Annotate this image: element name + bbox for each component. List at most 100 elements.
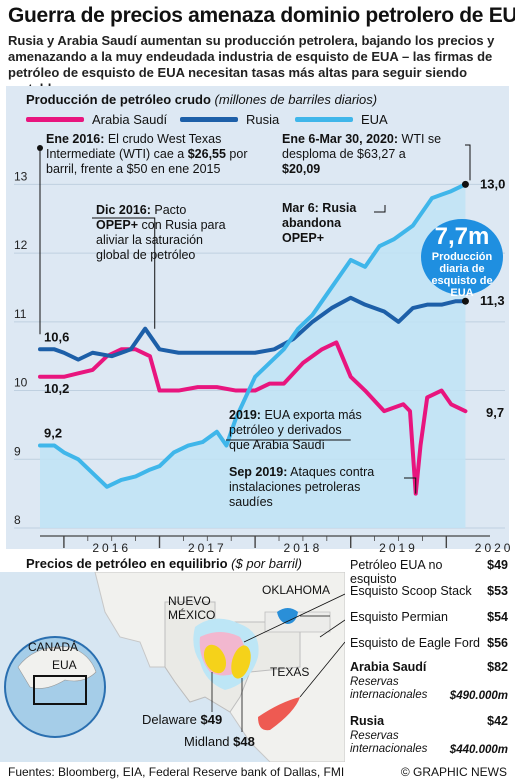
globe-locator-box: [33, 675, 87, 705]
x-tick-label-2017: 2017: [188, 541, 227, 555]
price-label-nonshale: Petróleo EUA no esquisto: [350, 558, 443, 586]
page-title: Guerra de precios amenaza dominio petrol…: [8, 4, 515, 27]
y-tick-label-9: 9: [14, 444, 21, 458]
legend-swatch-rusia: [180, 117, 238, 122]
leader-nonshale: [319, 619, 345, 638]
y-tick-label-12: 12: [14, 238, 28, 252]
annotation-dec-2016-date: Dic 2016:: [96, 203, 151, 217]
legend-swatch-eua: [295, 117, 353, 122]
map-label-tx: TEXAS: [270, 665, 310, 679]
shale-production-value: 7,7m: [434, 223, 490, 250]
map-label-canada: CANADÁ: [28, 640, 79, 654]
annotation-dec-2016: Dic 2016: Pacto OPEP+ con Rusia para ali…: [96, 203, 226, 263]
annotation-leader-2: [465, 144, 471, 181]
price-row-arabia: Arabia Saudí $82: [350, 660, 508, 674]
footer-sources: Fuentes: Bloomberg, EIA, Federal Reserve…: [8, 765, 345, 779]
price-row-eagle-ford: Esquisto de Eagle Ford $56: [350, 636, 508, 650]
shale-production-callout: 7,7m Producción diaria de esquisto de EU…: [421, 219, 503, 299]
annotation-sep-2019-text: Ataques contra instalaciones petroleras …: [229, 465, 375, 509]
annotation-2020-wti-price: $20,09: [282, 162, 321, 176]
annotation-2019-exports-date: 2019:: [229, 408, 261, 422]
map-midland-basin: [231, 645, 251, 679]
annotation-jan-2016-text: El crudo West Texas Intermediate (WTI) c…: [46, 132, 222, 161]
line-chart: 8 9 10 11 12 13 2016 2017 2018 2019 2020 10,2 9,7 10,…: [14, 144, 514, 555]
price-row-scoop: Esquisto Scoop Stack $53: [350, 584, 508, 598]
y-tick-label-13: 13: [14, 169, 28, 183]
legend-arabia: Arabia Saudí: [26, 112, 167, 127]
map-label-midland-name: Midland: [184, 734, 230, 749]
map-delaware-basin: [203, 644, 227, 674]
price-row-permian: Esquisto Permian $54: [350, 610, 508, 624]
map-label-ok: OKLAHOMA: [262, 583, 331, 597]
price-label-eagle-ford: Esquisto de Eagle Ford: [350, 636, 480, 650]
legend-label-arabia: Arabia Saudí: [92, 112, 168, 127]
legend-label-eua: EUA: [361, 112, 388, 127]
y-tick-label-11: 11: [14, 307, 27, 321]
price-note-arabia: Reservas internacionales: [350, 676, 428, 701]
map-label-delaware-value: $49: [200, 712, 223, 727]
annotation-2020-wti-date: Ene 6-Mar 30, 2020:: [282, 132, 399, 146]
map-label-midland-value: $48: [233, 734, 255, 749]
footer-credit: © GRAPHIC NEWS: [400, 765, 507, 779]
leader-dot-jan2016: [37, 145, 43, 151]
price-row-nonshale: Petróleo EUA no esquisto $49: [350, 558, 508, 586]
price-value-rusia: $42: [487, 714, 508, 728]
end-dot-0: [461, 180, 469, 188]
map-scoop-stack: [277, 608, 298, 624]
price-row-rusia: Rusia $42: [350, 714, 508, 728]
y-tick-label-10: 10: [14, 376, 28, 390]
x-tick-label-2020: 2020: [475, 541, 514, 555]
annotation-jan-2016-price: $26,55: [187, 147, 226, 161]
map-oklahoma: [264, 611, 331, 633]
price-note-rusia: Reservas internacionales: [350, 730, 428, 755]
x-tick-label-2016: 2016: [92, 541, 131, 555]
x-tick-label-2018: 2018: [284, 541, 323, 555]
map-label-delaware-name: Delaware: [142, 712, 197, 727]
shale-production-label: Producción diaria de esquisto de EUA: [431, 251, 493, 299]
map-label-midland: Midland $48: [184, 734, 255, 749]
map-label-delaware: Delaware $49: [142, 712, 222, 727]
annotation-2020-wti: Ene 6-Mar 30, 2020: WTI se desploma de $…: [282, 132, 447, 177]
breakeven-title-text: Precios de petróleo en equilibrio: [26, 556, 228, 571]
x-tick-label-2019: 2019: [379, 541, 418, 555]
price-label-arabia: Arabia Saudí: [350, 660, 427, 674]
chart-title: Producción de petróleo crudo (millones d…: [26, 92, 377, 107]
y-tick-label-8: 8: [14, 513, 21, 527]
legend-eua: EUA: [295, 112, 388, 127]
annotation-jan-2016: Ene 2016: El crudo West Texas Intermedia…: [46, 132, 278, 177]
breakeven-unit: ($ por barril): [231, 556, 302, 571]
map: [0, 572, 345, 762]
start-label-rusia: 10,6: [44, 329, 69, 344]
annotation-2019-exports: 2019: EUA exporta más petróleo y derivad…: [229, 408, 364, 453]
price-value-permian: $54: [487, 610, 508, 624]
map-eagle-ford: [258, 697, 300, 731]
annotation-jan-2016-date: Ene 2016:: [46, 132, 105, 146]
chart-unit: (millones de barriles diarios): [214, 92, 378, 107]
start-label-eua: 9,2: [44, 426, 62, 441]
leader-permian: [243, 593, 345, 643]
annotation-dec-2016-opec: OPEP+: [96, 218, 139, 232]
leader-eagle-ford: [299, 641, 345, 698]
price-label-permian: Esquisto Permian: [350, 610, 448, 624]
start-label-arabia: 10,2: [44, 381, 69, 396]
annotation-sep-2019-date: Sep 2019:: [229, 465, 288, 479]
legend-swatch-arabia: [26, 117, 84, 122]
breakeven-title: Precios de petróleo en equilibrio ($ por…: [26, 556, 302, 571]
legend-rusia: Rusia: [180, 112, 279, 127]
chart-title-text: Producción de petróleo crudo: [26, 92, 211, 107]
annotation-jan-2016-text2: por barril, frente a $50 en ene 2015: [46, 147, 248, 176]
end-dot-1: [461, 297, 469, 305]
annotation-sep-2019: Sep 2019: Ataques contra instalaciones p…: [229, 465, 404, 510]
price-note-value-arabia: $490.000m: [449, 690, 508, 702]
annotation-dec-2016-text: Pacto: [150, 203, 187, 217]
annotation-leader-1: [92, 217, 156, 329]
legend-label-rusia: Rusia: [246, 112, 280, 127]
end-label-arabia: 9,7: [486, 405, 504, 420]
end-label-rusia: 11,3: [480, 293, 505, 308]
eua-area: [40, 184, 466, 528]
globe-north-america: [17, 646, 97, 689]
end-label-eua: 13,0: [480, 176, 505, 191]
map-label-eua: EUA: [52, 658, 77, 672]
map-label-nm: NUEVO MÉXICO: [168, 594, 216, 622]
series-line-eua: [38, 182, 468, 489]
